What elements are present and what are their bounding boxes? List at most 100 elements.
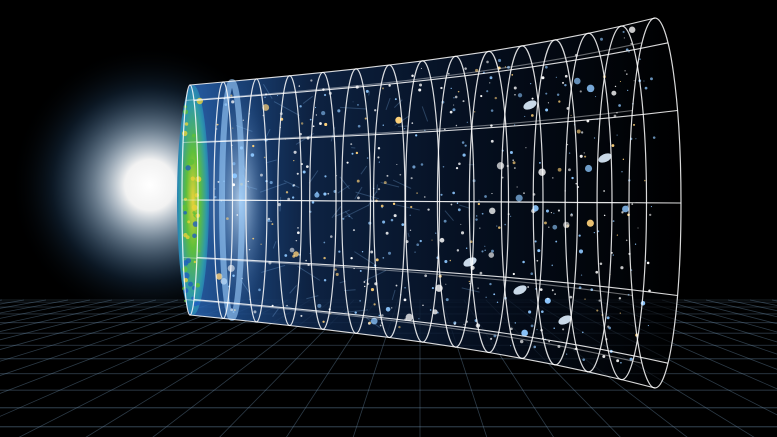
galaxy-dot xyxy=(375,258,379,262)
galaxy-dot xyxy=(403,298,407,302)
cosmic-filament xyxy=(340,106,368,110)
galaxy-dot xyxy=(293,251,299,257)
galaxy-dot xyxy=(497,58,502,62)
galaxy-dot xyxy=(490,139,494,143)
galaxy-dot xyxy=(625,239,628,242)
floor-grid-line xyxy=(0,299,157,341)
galaxy-dot xyxy=(555,240,558,243)
cosmic-filament xyxy=(394,99,403,108)
galaxy-dot xyxy=(612,254,614,256)
galaxy-dot xyxy=(489,76,493,80)
galaxy-dot xyxy=(619,312,622,314)
galaxy-dot xyxy=(598,299,601,302)
galaxy-dot xyxy=(541,76,545,80)
galaxy-dot xyxy=(571,176,574,180)
galaxy-dot xyxy=(622,158,625,161)
galaxy-dot xyxy=(269,180,273,185)
galaxy-dot xyxy=(351,152,354,155)
galaxy-dot xyxy=(324,122,328,127)
galaxy-dot xyxy=(350,143,353,146)
galaxy-dot xyxy=(385,231,389,235)
galaxy-dot xyxy=(338,250,341,253)
galaxy-dot xyxy=(603,214,606,217)
galaxy-dot xyxy=(450,203,453,206)
galaxy-dot xyxy=(633,80,635,82)
galaxy-dot xyxy=(296,172,299,175)
galaxy-dot xyxy=(530,324,534,328)
galaxy-dot xyxy=(574,77,581,85)
galaxy-dot xyxy=(439,237,445,243)
galaxy-dot xyxy=(628,50,630,53)
galaxy-dot xyxy=(616,359,620,363)
galaxy-dot xyxy=(298,85,300,87)
cosmic-filament xyxy=(344,210,353,220)
galaxy-dot xyxy=(394,98,397,101)
galaxy-dot xyxy=(511,74,514,76)
galaxy-dot xyxy=(300,314,303,317)
galaxy-dot xyxy=(456,202,459,204)
galaxy-dot xyxy=(552,177,554,179)
galaxy-dot xyxy=(300,122,304,125)
galaxy-dot xyxy=(423,196,426,198)
galaxy-dot xyxy=(583,152,585,154)
galaxy-dot xyxy=(319,122,322,125)
galaxy-dot xyxy=(477,202,481,206)
galaxy-dot xyxy=(414,251,416,253)
cone-meridian xyxy=(196,109,678,144)
cone-meridian xyxy=(183,256,633,297)
cmb-fluctuation xyxy=(185,257,192,264)
galaxy-dot xyxy=(317,303,322,308)
cosmic-filament xyxy=(302,95,313,104)
cone-meridian xyxy=(193,299,669,364)
galaxy-dot xyxy=(232,162,236,166)
galaxy-dot xyxy=(484,249,486,252)
floor-grid-line xyxy=(0,299,179,350)
galaxy-dot xyxy=(534,240,537,243)
galaxy-dot xyxy=(419,83,423,87)
cmb-fluctuation xyxy=(195,282,201,288)
galaxy-dot xyxy=(562,81,564,84)
galaxy-dot xyxy=(291,196,295,199)
galaxy-dot xyxy=(539,161,541,164)
cosmic-filament xyxy=(308,170,319,184)
galaxy-dot xyxy=(550,212,552,214)
galaxy-dot xyxy=(390,218,394,222)
galaxy-dot xyxy=(602,355,606,358)
cmb-fluctuation xyxy=(183,288,189,294)
galaxy-dot xyxy=(453,104,455,106)
galaxy-dot xyxy=(452,108,456,112)
galaxy-dot xyxy=(445,298,449,302)
cosmic-filament xyxy=(355,191,379,200)
galaxy-dot xyxy=(509,150,513,154)
cosmic-filament xyxy=(272,308,279,317)
galaxy-dot xyxy=(514,322,517,324)
galaxy-dot xyxy=(620,266,624,270)
galaxy-dot xyxy=(457,90,460,93)
galaxy-dot xyxy=(635,138,637,140)
galaxy-dot xyxy=(368,321,372,325)
galaxy-dot xyxy=(365,89,369,93)
galaxy-dot xyxy=(627,89,629,92)
galaxy-dot xyxy=(564,83,567,87)
cosmic-filament xyxy=(368,91,371,96)
galaxy-dot xyxy=(545,92,548,95)
galaxy-dot xyxy=(449,259,452,262)
cmb-fluctuation xyxy=(197,249,201,253)
galaxy-dot xyxy=(242,119,244,121)
galaxy-dot xyxy=(622,205,629,213)
galaxy-dot xyxy=(616,234,618,236)
galaxy-dot xyxy=(514,93,516,96)
galaxy-dot xyxy=(247,180,249,183)
cosmic-filament xyxy=(354,251,375,265)
galaxy-dot xyxy=(643,80,645,82)
galaxy-dot xyxy=(435,232,437,234)
galaxy-dot xyxy=(533,345,537,349)
galaxy-dot xyxy=(217,180,220,183)
galaxy-dot xyxy=(531,97,534,100)
galaxy-dot xyxy=(532,205,539,212)
cone-meridian xyxy=(185,299,643,364)
galaxy-dot xyxy=(440,86,443,90)
galaxy-dot xyxy=(293,150,297,154)
galaxy-dot xyxy=(250,153,255,157)
cmb-fluctuation xyxy=(192,211,196,215)
